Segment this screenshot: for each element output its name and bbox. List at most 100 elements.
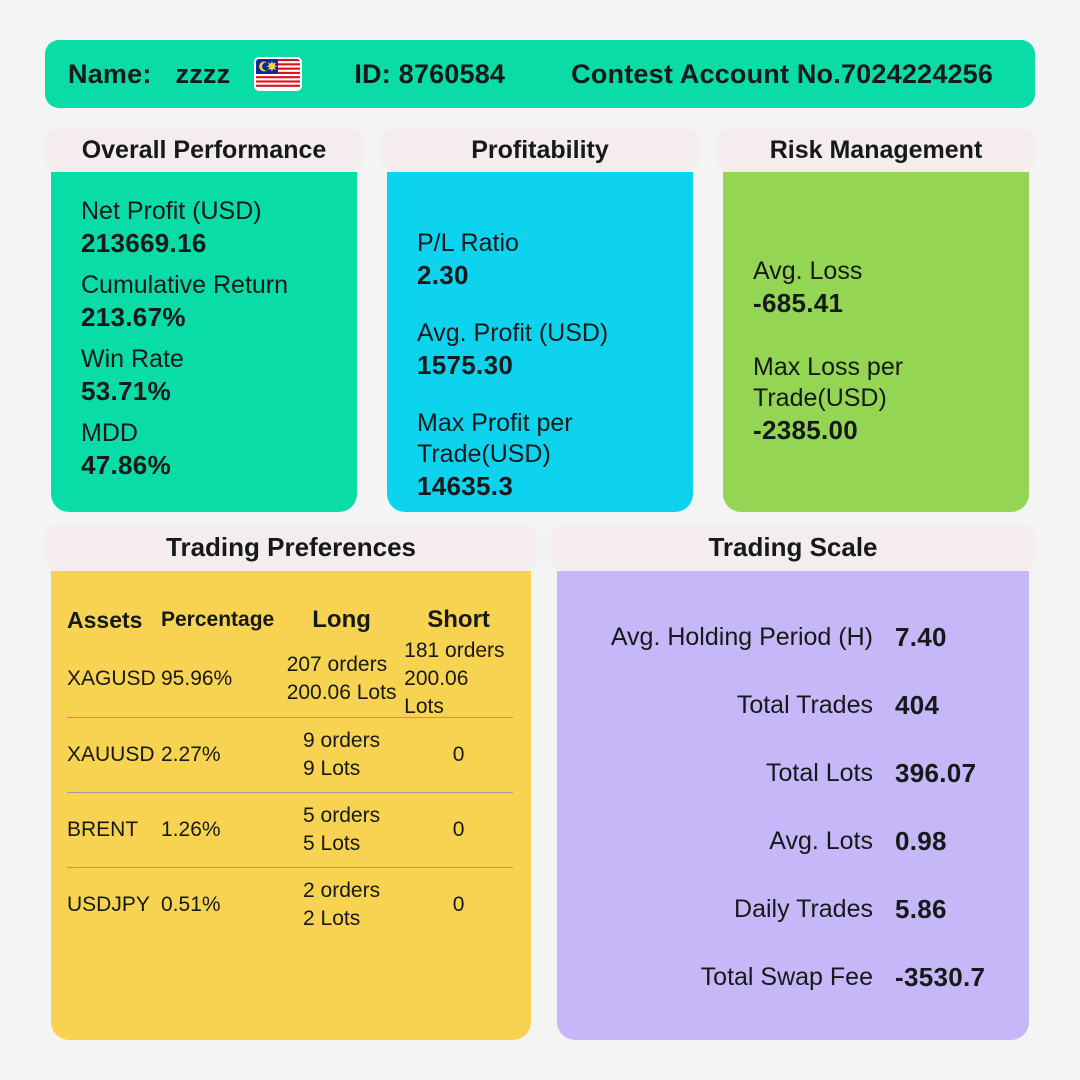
risk-management-title: Risk Management (717, 128, 1035, 172)
long-lines: 207 orders 200.06 Lots (287, 651, 397, 707)
metric-item: Max Loss per Trade(USD) -2385.00 (753, 352, 1019, 447)
table-row: BRENT 1.26% 5 orders 5 Lots 0 (67, 793, 513, 867)
scale-value: 396.07 (895, 757, 977, 788)
short-cell: 181 orders 200.06 Lots (404, 637, 513, 721)
account-id: ID: 8760584 (354, 58, 506, 89)
scale-row: Avg. Lots 0.98 (557, 807, 1029, 875)
column-header-short: Short (427, 606, 490, 633)
metric-label: MDD (81, 419, 138, 447)
overall-performance-title: Overall Performance (45, 128, 363, 172)
table-row: USDJPY 0.51% 2 orders 2 Lots 0 (67, 868, 513, 942)
overall-performance-body: Net Profit (USD) 213669.16 Cumulative Retu… (51, 172, 357, 512)
asset-name: XAUUSD (67, 743, 155, 766)
scale-label: Total Trades (736, 690, 873, 719)
column-header-assets: Assets (67, 606, 143, 633)
trading-scale-card: Trading Scale Avg. Holding Period (H) 7.4… (551, 524, 1035, 1040)
metric-label: P/L Ratio (417, 229, 519, 257)
scale-value: 0.98 (895, 825, 947, 856)
short-cell: 0 (404, 816, 513, 844)
contest-account-number: Contest Account No.7024224256 (571, 58, 994, 89)
scale-row: Total Lots 396.07 (557, 739, 1029, 807)
asset-percentage: 95.96% (161, 667, 233, 690)
account-header-bar: Name: zzzz ID: 8760584 C (45, 40, 1035, 108)
short-line: 200.06 Lots (404, 667, 469, 718)
scale-row: Total Swap Fee -3530.7 (557, 943, 1029, 1011)
metric-value: 1575.30 (417, 350, 514, 380)
preferences-table-header: Assets Percentage Long Short (67, 599, 513, 641)
short-lines: 181 orders 200.06 Lots (404, 637, 513, 721)
metric-value: 213669.16 (81, 228, 207, 258)
preferences-table-rows: XAGUSD 95.96% 207 orders 200.06 Lots 181 ord… (67, 639, 513, 942)
metric-value: 2.30 (417, 260, 469, 290)
malaysia-flag-icon (256, 59, 301, 89)
profitability-card: Profitability P/L Ratio 2.30 Avg. Profit (… (381, 128, 699, 512)
long-cell: 2 orders 2 Lots (279, 877, 404, 933)
long-line: 5 orders (303, 804, 381, 827)
metric-value: -2385.00 (753, 415, 859, 445)
metric-label: Win Rate (81, 345, 184, 373)
risk-management-card: Risk Management Avg. Loss -685.41 Max Loss… (717, 128, 1035, 512)
metric-label: Max Profit per Trade(USD) (417, 409, 573, 468)
name-label: Name: (68, 58, 152, 89)
short-cell: 0 (404, 891, 513, 919)
metric-label: Cumulative Return (81, 271, 289, 299)
profitability-body: P/L Ratio 2.30 Avg. Profit (USD) 1575.30 Max… (387, 172, 693, 512)
metric-item: Avg. Loss -685.41 (753, 256, 1019, 320)
table-row: XAGUSD 95.96% 207 orders 200.06 Lots 181 ord… (67, 639, 513, 718)
long-line: 9 Lots (303, 757, 361, 780)
metric-value: -685.41 (753, 288, 844, 318)
metric-item: Net Profit (USD) 213669.16 (81, 196, 347, 260)
short-lines: 0 (453, 891, 465, 919)
trading-scale-body: Avg. Holding Period (H) 7.40 Total Trades 4… (557, 571, 1029, 1040)
metric-item: Avg. Profit (USD) 1575.30 (417, 318, 683, 382)
metric-item: Win Rate 53.71% (81, 344, 347, 408)
long-line: 200.06 Lots (286, 681, 397, 704)
long-line: 207 orders (286, 653, 388, 676)
long-line: 2 Lots (303, 907, 361, 930)
bottom-cards-row: Trading Preferences Assets Percentage Long… (45, 524, 1035, 1040)
long-lines: 5 orders 5 Lots (303, 802, 380, 858)
long-cell: 5 orders 5 Lots (279, 802, 404, 858)
scale-label: Avg. Holding Period (H) (610, 622, 873, 651)
row-divider (67, 792, 513, 793)
metric-label: Avg. Loss (753, 257, 863, 285)
metric-value: 47.86% (81, 450, 171, 480)
scale-value: 404 (895, 689, 940, 720)
asset-percentage: 2.27% (161, 743, 221, 766)
metric-label: Max Loss per Trade(USD) (753, 353, 904, 412)
asset-name: BRENT (67, 818, 139, 841)
scale-value: 7.40 (895, 621, 947, 652)
metric-item: Cumulative Return 213.67% (81, 270, 347, 334)
risk-management-body: Avg. Loss -685.41 Max Loss per Trade(USD) -… (723, 172, 1029, 512)
name-value: zzzz (175, 58, 231, 89)
short-line: 0 (452, 743, 465, 766)
metric-value: 53.71% (81, 376, 171, 406)
short-cell: 0 (404, 741, 513, 769)
metric-label: Net Profit (USD) (81, 197, 262, 225)
asset-percentage: 1.26% (161, 818, 221, 841)
scale-value: 5.86 (895, 893, 947, 924)
trading-preferences-title: Trading Preferences (45, 524, 537, 571)
metric-item: P/L Ratio 2.30 (417, 228, 683, 292)
metric-item: MDD 47.86% (81, 418, 347, 482)
trading-scale-rows: Avg. Holding Period (H) 7.40 Total Trades 4… (557, 603, 1029, 1011)
table-row: XAUUSD 2.27% 9 orders 9 Lots 0 (67, 718, 513, 792)
metric-value: 213.67% (81, 302, 186, 332)
asset-name: USDJPY (67, 893, 150, 916)
trading-preferences-body: Assets Percentage Long Short XAGUSD 95.96% 20… (51, 571, 531, 1040)
short-lines: 0 (453, 816, 465, 844)
scale-label: Total Swap Fee (700, 962, 873, 991)
scale-label: Avg. Lots (769, 826, 873, 855)
scale-row: Total Trades 404 (557, 671, 1029, 739)
scale-row: Daily Trades 5.86 (557, 875, 1029, 943)
short-lines: 0 (453, 741, 465, 769)
short-line: 181 orders (404, 639, 505, 662)
profitability-title: Profitability (381, 128, 699, 172)
row-divider (67, 867, 513, 868)
overall-performance-card: Overall Performance Net Profit (USD) 2136… (45, 128, 363, 512)
long-line: 5 Lots (303, 832, 361, 855)
metric-item: Max Profit per Trade(USD) 14635.3 (417, 408, 683, 503)
metric-label: Avg. Profit (USD) (417, 319, 609, 347)
metric-value: 14635.3 (417, 471, 514, 501)
row-divider (67, 717, 513, 718)
